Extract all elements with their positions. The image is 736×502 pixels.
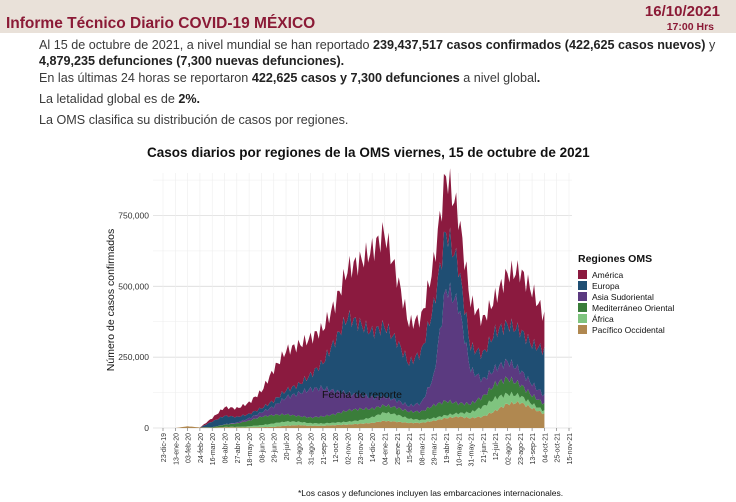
legend-label-pacifico: Pacífico Occidental: [592, 325, 665, 335]
x-tick-label: 29-mar-21: [432, 433, 439, 465]
text: a nivel global: [459, 71, 537, 85]
area-asia: [163, 282, 545, 428]
x-tick-label: 04-oct-21: [542, 433, 549, 463]
header-band: [0, 0, 736, 33]
chart-title: Casos diarios por regiones de la OMS vie…: [147, 145, 590, 160]
text: y: [705, 38, 716, 52]
area-europa: [163, 227, 545, 428]
x-tick-label: 12-oct-20: [333, 433, 340, 463]
x-tick-label: 04-ene-21: [382, 433, 389, 465]
period: .: [536, 71, 541, 85]
x-axis: 23-dic-19 13-ene-20 03-feb-20 24-feb-20 16-m…: [161, 428, 574, 466]
x-tick-label: 08-mar-21: [419, 433, 426, 465]
x-tick-label: 25-oct-21: [555, 433, 562, 463]
y-axis-label: Número de casos confirmados: [105, 229, 117, 371]
legend-swatch-asia: [578, 292, 587, 301]
x-tick-label: 13-sep-21: [530, 433, 537, 465]
x-tick-label: 29-jun-20: [272, 433, 279, 463]
summary-paragraph-24h: En las últimas 24 horas se reportaron 42…: [39, 70, 540, 86]
x-tick-label: 19-abr-21: [444, 433, 451, 463]
legend-label-africa: África: [592, 314, 614, 324]
x-tick-label: 21-sep-20: [321, 433, 328, 465]
x-tick-label: 31-may-21: [469, 433, 476, 467]
cases-total: 239,437,517 casos confirmados (422,625 c…: [372, 38, 706, 52]
footnote: *Los casos y defunciones incluyen las em…: [298, 488, 564, 498]
x-axis-label: Fecha de reporte: [322, 389, 402, 401]
x-tick-label: 12-jul-21: [493, 433, 500, 460]
summary-paragraph-lethality: La letalidad global es de 2%.: [39, 91, 200, 107]
text: Al 15 de octubre de 2021, a nivel mundia…: [39, 38, 373, 52]
legend-swatch-america: [578, 270, 587, 279]
x-tick-label: 08-jun-20: [259, 433, 266, 463]
y-tick-label: 500,000: [118, 281, 149, 291]
area-america: [163, 168, 545, 428]
x-tick-label: 02-nov-20: [346, 433, 353, 465]
legend-title: Regiones OMS: [578, 253, 652, 265]
legend-label-europa: Europa: [592, 281, 620, 291]
x-tick-label: 24-feb-20: [198, 433, 205, 463]
area-africa: [163, 391, 545, 428]
x-tick-label: 20-jul-20: [284, 433, 291, 460]
x-tick-label: 16-mar-20: [210, 433, 217, 465]
legend-swatch-europa: [578, 281, 587, 290]
x-tick-label: 10-ago-20: [296, 433, 303, 465]
report-date: 16/10/2021: [644, 3, 720, 20]
y-axis: 0 250,000 500,000 750,000: [118, 211, 149, 434]
legend-label-america: América: [592, 270, 623, 280]
x-tick-label: 02-ago-21: [505, 433, 512, 465]
y-tick-label: 750,000: [118, 211, 149, 221]
summary-paragraph-oms: La OMS clasifica su distribución de caso…: [39, 113, 349, 127]
x-tick-label: 06-abr-20: [223, 433, 230, 463]
legend-swatch-mediterraneo: [578, 303, 587, 312]
area-mediterraneo: [163, 376, 545, 428]
x-tick-label: 13-ene-20: [173, 433, 180, 465]
text: En las últimas 24 horas se reportaron: [39, 71, 252, 85]
legend-label-asia: Asia Sudoriental: [592, 292, 654, 302]
x-tick-label: 15-nov-21: [567, 433, 574, 465]
x-tick-label: 21-jun-21: [481, 433, 488, 463]
deaths-total: 4,879,235 defunciones (7,300 nuevas defu…: [39, 54, 345, 68]
x-tick-label: 10-may-21: [456, 433, 463, 467]
x-tick-label: 27-abr-20: [235, 433, 242, 463]
legend-label-mediterraneo: Mediterráneo Oriental: [592, 303, 674, 313]
x-tick-label: 03-feb-20: [186, 433, 193, 463]
report-time: 17:00 Hrs: [666, 21, 714, 33]
area-pacifico: [163, 401, 545, 428]
x-tick-label: 15-feb-21: [407, 433, 414, 463]
chart-areas: [163, 168, 545, 428]
cases-24h: 422,625 casos y 7,300 defunciones: [251, 71, 460, 85]
x-tick-label: 25-ene-21: [395, 433, 402, 465]
y-tick-label: 0: [144, 423, 149, 433]
x-tick-label: 23-nov-20: [358, 433, 365, 465]
lethality-value: 2%.: [178, 92, 201, 106]
x-tick-label: 18-may-20: [247, 433, 254, 467]
x-tick-label: 31-ago-20: [309, 433, 316, 465]
summary-paragraph-global: Al 15 de octubre de 2021, a nivel mundia…: [39, 37, 729, 69]
y-tick-label: 250,000: [118, 352, 149, 362]
report-title: Informe Técnico Diario COVID-19 MÉXICO: [6, 15, 316, 32]
text: La letalidad global es de: [39, 92, 179, 106]
x-tick-label: 23-dic-19: [161, 433, 168, 462]
legend-swatch-pacifico: [578, 325, 587, 334]
x-tick-label: 14-dic-20: [370, 433, 377, 462]
x-tick-label: 23-ago-21: [518, 433, 525, 465]
legend-swatch-africa: [578, 314, 587, 323]
